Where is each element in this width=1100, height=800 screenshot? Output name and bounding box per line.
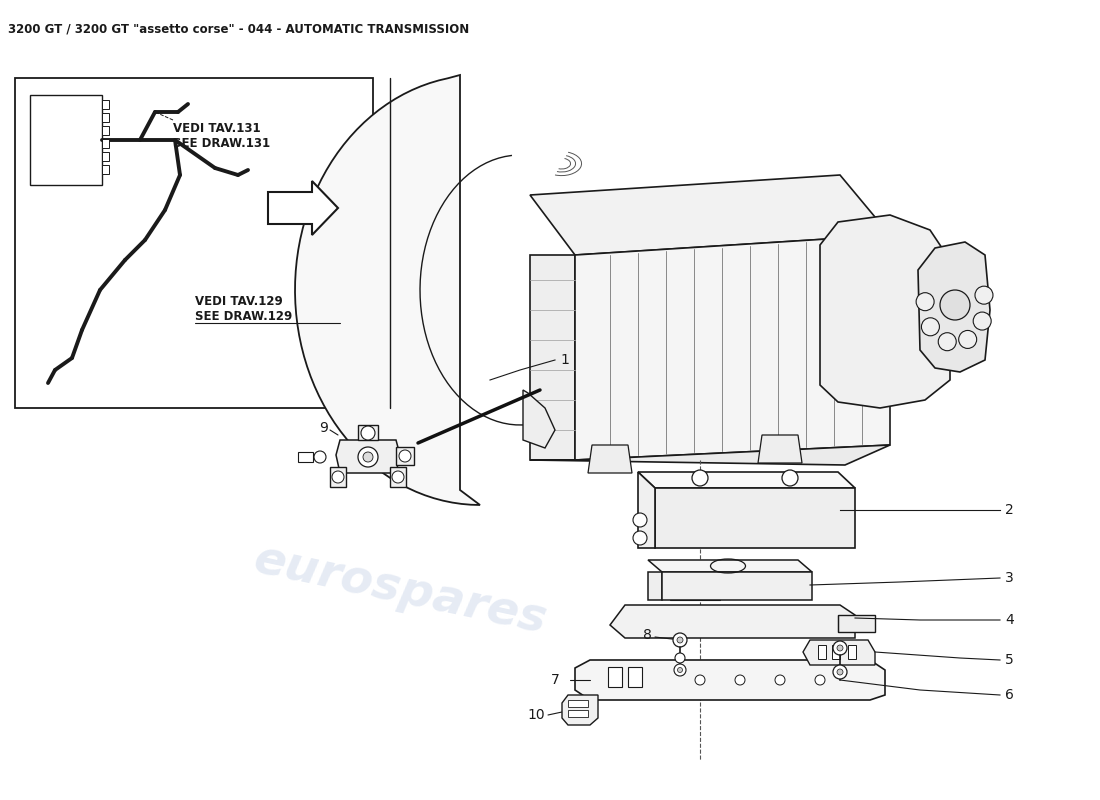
Bar bbox=[102, 100, 109, 109]
Circle shape bbox=[695, 675, 705, 685]
Polygon shape bbox=[918, 242, 990, 372]
Bar bbox=[848, 645, 856, 659]
Text: 4: 4 bbox=[1005, 613, 1014, 627]
Text: eurospares: eurospares bbox=[79, 257, 381, 363]
Circle shape bbox=[782, 470, 797, 486]
Circle shape bbox=[974, 312, 991, 330]
Polygon shape bbox=[838, 615, 875, 632]
Polygon shape bbox=[638, 472, 855, 488]
Bar bbox=[832, 645, 840, 659]
Circle shape bbox=[673, 633, 688, 647]
Text: VEDI TAV.131
SEE DRAW.131: VEDI TAV.131 SEE DRAW.131 bbox=[173, 122, 271, 150]
Circle shape bbox=[833, 641, 847, 655]
Polygon shape bbox=[530, 175, 890, 255]
Text: 7: 7 bbox=[551, 673, 560, 687]
Polygon shape bbox=[268, 181, 338, 235]
Bar bbox=[102, 152, 109, 161]
Bar bbox=[568, 710, 588, 717]
Circle shape bbox=[815, 675, 825, 685]
Circle shape bbox=[632, 513, 647, 527]
Bar bbox=[102, 139, 109, 148]
Polygon shape bbox=[295, 75, 480, 505]
Polygon shape bbox=[820, 215, 950, 408]
Text: VEDI TAV.129
SEE DRAW.129: VEDI TAV.129 SEE DRAW.129 bbox=[195, 295, 293, 323]
Circle shape bbox=[975, 286, 993, 304]
Text: 6: 6 bbox=[1005, 688, 1014, 702]
Circle shape bbox=[674, 664, 686, 676]
Text: 3: 3 bbox=[1005, 571, 1014, 585]
Circle shape bbox=[735, 675, 745, 685]
Bar bbox=[102, 113, 109, 122]
Circle shape bbox=[938, 333, 956, 350]
Circle shape bbox=[692, 470, 708, 486]
Polygon shape bbox=[530, 445, 890, 465]
Polygon shape bbox=[575, 235, 890, 460]
Polygon shape bbox=[662, 572, 812, 600]
Polygon shape bbox=[803, 640, 874, 665]
Text: eurospares: eurospares bbox=[600, 257, 901, 363]
Text: 8: 8 bbox=[644, 628, 652, 642]
Polygon shape bbox=[575, 660, 886, 700]
Polygon shape bbox=[610, 605, 855, 638]
Polygon shape bbox=[530, 255, 575, 460]
Text: 10: 10 bbox=[527, 708, 544, 722]
Bar bbox=[15, 78, 373, 408]
Bar bbox=[568, 700, 588, 707]
Bar bbox=[102, 165, 109, 174]
Circle shape bbox=[833, 665, 847, 679]
Circle shape bbox=[358, 447, 378, 467]
Circle shape bbox=[837, 645, 843, 651]
Circle shape bbox=[363, 452, 373, 462]
Polygon shape bbox=[522, 390, 556, 448]
Bar bbox=[102, 126, 109, 135]
Polygon shape bbox=[562, 695, 598, 725]
Circle shape bbox=[922, 318, 939, 336]
Polygon shape bbox=[638, 472, 654, 548]
Circle shape bbox=[399, 450, 411, 462]
Text: 9: 9 bbox=[319, 421, 328, 435]
Circle shape bbox=[776, 675, 785, 685]
Circle shape bbox=[940, 290, 970, 320]
Circle shape bbox=[678, 667, 682, 673]
Bar bbox=[608, 667, 622, 687]
Text: 2: 2 bbox=[1005, 503, 1014, 517]
Circle shape bbox=[837, 669, 843, 675]
Text: 1: 1 bbox=[560, 353, 569, 367]
Circle shape bbox=[361, 426, 375, 440]
Circle shape bbox=[676, 637, 683, 643]
Bar bbox=[628, 667, 642, 687]
Polygon shape bbox=[758, 435, 802, 463]
Polygon shape bbox=[588, 445, 632, 473]
Polygon shape bbox=[648, 572, 662, 600]
Circle shape bbox=[916, 293, 934, 310]
Bar bbox=[818, 645, 826, 659]
Text: 5: 5 bbox=[1005, 653, 1014, 667]
Polygon shape bbox=[654, 488, 855, 548]
Circle shape bbox=[314, 451, 326, 463]
Circle shape bbox=[959, 330, 977, 349]
Text: eurospares: eurospares bbox=[250, 537, 551, 643]
Circle shape bbox=[675, 653, 685, 663]
Polygon shape bbox=[358, 425, 378, 440]
Polygon shape bbox=[336, 440, 400, 473]
Polygon shape bbox=[396, 447, 414, 465]
Polygon shape bbox=[390, 467, 406, 487]
Polygon shape bbox=[648, 560, 812, 572]
Circle shape bbox=[332, 471, 344, 483]
Polygon shape bbox=[330, 467, 346, 487]
Bar bbox=[30, 95, 102, 185]
Circle shape bbox=[392, 471, 404, 483]
Bar bbox=[298, 452, 314, 462]
Text: 3200 GT / 3200 GT "assetto corse" - 044 - AUTOMATIC TRANSMISSION: 3200 GT / 3200 GT "assetto corse" - 044 … bbox=[8, 22, 470, 35]
Circle shape bbox=[632, 531, 647, 545]
